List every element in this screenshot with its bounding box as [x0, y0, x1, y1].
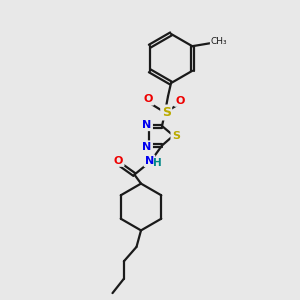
- Text: O: O: [114, 155, 123, 166]
- Text: S: S: [172, 130, 180, 141]
- Text: N: N: [142, 142, 152, 152]
- Text: S: S: [162, 106, 171, 119]
- Text: CH₃: CH₃: [211, 37, 228, 46]
- Text: N: N: [145, 156, 154, 166]
- Text: O: O: [175, 95, 185, 106]
- Text: N: N: [142, 120, 152, 130]
- Text: H: H: [153, 158, 162, 168]
- Text: O: O: [143, 94, 153, 104]
